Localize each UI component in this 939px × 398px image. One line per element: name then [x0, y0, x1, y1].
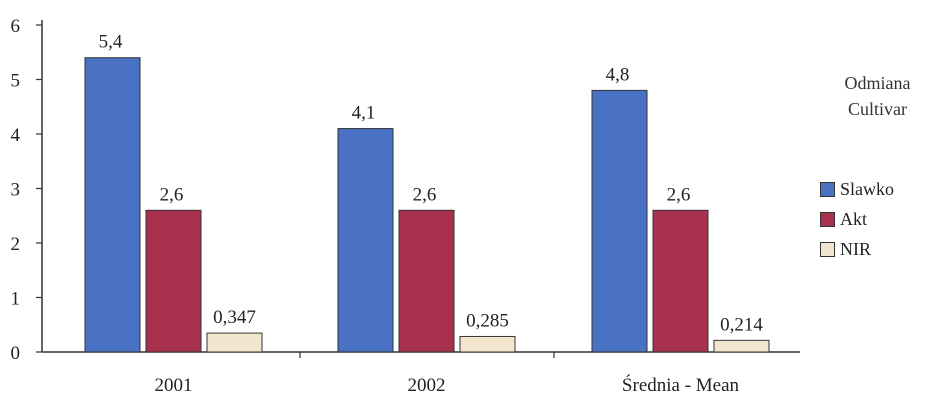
legend-swatch-slawko — [820, 181, 835, 197]
bar — [84, 57, 141, 353]
bar — [337, 128, 394, 353]
y-tick-label: 5 — [11, 71, 21, 92]
x-category-label: 2002 — [408, 375, 446, 396]
legend-swatch-nir — [820, 241, 835, 257]
data-label: 0,347 — [213, 307, 256, 328]
x-category-label: 2001 — [155, 375, 193, 396]
legend-title: Odmiana Cultivar — [820, 70, 935, 122]
data-label: 2,6 — [160, 184, 184, 205]
data-label: 0,285 — [466, 310, 509, 331]
bar — [398, 209, 455, 353]
legend-label-nir: NIR — [840, 238, 871, 259]
y-tick-label: 4 — [11, 125, 21, 146]
bar — [459, 335, 516, 353]
y-tick-label: 0 — [11, 343, 21, 364]
x-category-label: Średnia - Mean — [622, 374, 740, 396]
data-label: 0,214 — [720, 314, 763, 335]
bar — [713, 339, 770, 353]
bar — [145, 209, 202, 353]
y-tick-label: 1 — [11, 289, 21, 310]
bar — [652, 209, 709, 353]
data-label: 2,6 — [667, 184, 691, 205]
legend-item-slawko: Slawko — [820, 174, 935, 204]
y-tick-label: 2 — [11, 234, 21, 255]
bar — [591, 89, 648, 353]
legend-title-line-2: Cultivar — [848, 99, 907, 119]
y-tick-label: 6 — [11, 16, 21, 37]
legend-swatch-akt — [820, 211, 835, 227]
data-label: 4,8 — [606, 64, 630, 85]
legend-title-line-1: Odmiana — [844, 73, 911, 93]
data-label: 5,4 — [99, 32, 123, 53]
y-tick-label: 3 — [11, 180, 21, 201]
legend-item-akt: Akt — [820, 204, 935, 234]
legend-label-akt: Akt — [840, 208, 867, 229]
bar — [206, 332, 263, 353]
legend-items: Slawko Akt NIR — [820, 174, 935, 264]
legend-item-nir: NIR — [820, 234, 935, 264]
data-label: 4,1 — [352, 103, 376, 124]
legend-label-slawko: Slawko — [840, 178, 894, 199]
data-label: 2,6 — [413, 184, 437, 205]
legend: Odmiana Cultivar Slawko Akt NIR — [820, 70, 935, 264]
